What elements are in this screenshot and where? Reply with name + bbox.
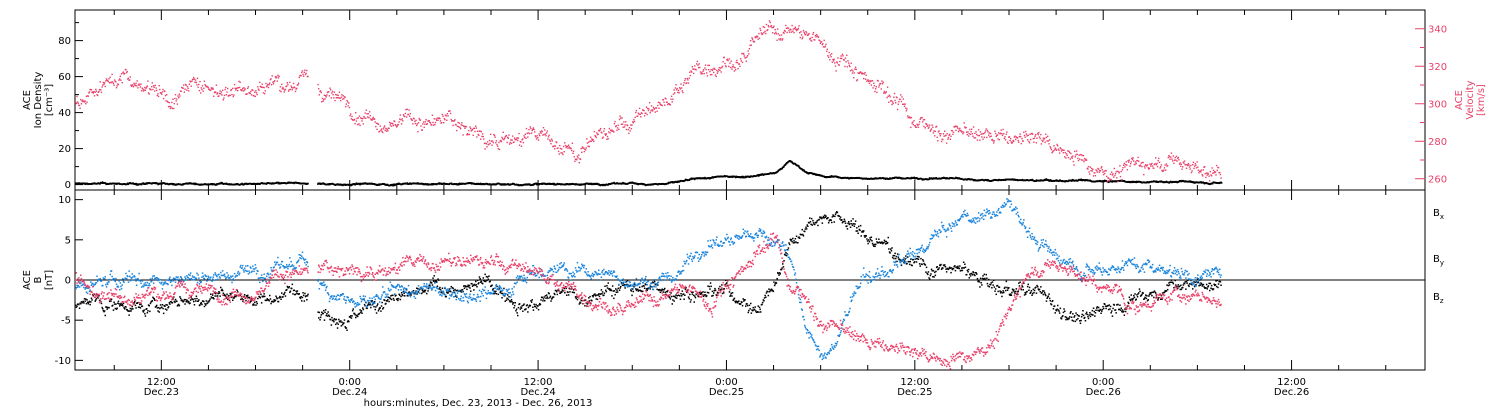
velocity-y-axis-label: [km/s] <box>1476 84 1487 116</box>
x-tick-time: 12:00 <box>1277 377 1306 388</box>
density-y-tick-label: 40 <box>58 108 71 119</box>
x-tick-time: 0:00 <box>338 377 360 388</box>
x-axis-label: hours:minutes, Dec. 23, 2013 - Dec. 26, … <box>364 398 593 409</box>
velocity-y-tick-label: 340 <box>1428 24 1447 35</box>
b-y-tick-label: -5 <box>61 316 71 327</box>
x-tick-day: Dec.26 <box>1086 387 1121 398</box>
b-y-tick-label: 10 <box>58 195 71 206</box>
x-tick-day: Dec.24 <box>520 387 555 398</box>
density-y-tick-label: 20 <box>58 144 71 155</box>
density-velocity-frame <box>74 9 1426 191</box>
density-y-axis-label: [cm⁻³] <box>44 84 55 116</box>
x-tick-time: 12:00 <box>147 377 176 388</box>
legend-by: By <box>1433 254 1444 267</box>
density-series <box>75 160 1223 187</box>
b-y-tick-label: -10 <box>55 356 71 367</box>
b-y-axis-label: B <box>33 276 44 283</box>
x-tick-time: 12:00 <box>524 377 553 388</box>
b-y-axis: -10 -5 0 5 10 ACE B [nT] <box>22 195 83 367</box>
magnetic-field-panel: -10 -5 0 5 10 ACE B [nT] Bx By Bz <box>22 189 1444 371</box>
velocity-series <box>75 20 1222 183</box>
b-legend: Bx By Bz <box>1433 208 1444 305</box>
bx-series <box>75 211 1222 331</box>
b-y-axis-label: [nT] <box>44 270 55 290</box>
b-y-axis-label: ACE <box>22 270 33 290</box>
density-y-axis-label: Ion Density <box>33 72 44 129</box>
density-y-tick-label: 80 <box>58 36 71 47</box>
legend-bz: Bz <box>1433 292 1444 305</box>
density-y-tick-label: 60 <box>58 72 71 83</box>
velocity-y-tick-label: 280 <box>1428 137 1447 148</box>
x-tick-day: Dec.25 <box>897 387 932 398</box>
x-tick-day: Dec.23 <box>144 387 179 398</box>
velocity-y-axis: 260 280 300 320 340 ACE Velocity [km/s] <box>1415 24 1487 185</box>
x-tick-time: 0:00 <box>715 377 737 388</box>
density-y-tick-label: 0 <box>65 180 71 191</box>
b-y-tick-label: 5 <box>65 235 71 246</box>
by-series <box>75 198 1222 361</box>
velocity-y-tick-label: 300 <box>1428 99 1447 110</box>
x-tick-time: 12:00 <box>900 377 929 388</box>
b-y-tick-label: 0 <box>65 276 71 287</box>
time-axis: 12:00Dec.230:00Dec.2412:00Dec.240:00Dec.… <box>113 10 1387 398</box>
x-tick-time: 0:00 <box>1092 377 1114 388</box>
x-tick-day: Dec.25 <box>709 387 744 398</box>
density-y-axis: 0 20 40 60 80 ACE Ion Density [cm⁻³] <box>22 22 83 191</box>
density-y-axis-label: ACE <box>22 90 33 110</box>
legend-bx: Bx <box>1433 208 1444 221</box>
x-tick-day: Dec.26 <box>1274 387 1309 398</box>
velocity-y-tick-label: 320 <box>1428 62 1447 73</box>
velocity-y-tick-label: 260 <box>1428 174 1447 185</box>
velocity-y-axis-label: Velocity <box>1465 80 1476 119</box>
x-tick-day: Dec.24 <box>332 387 367 398</box>
bz-series <box>75 232 1222 370</box>
velocity-y-axis-label: ACE <box>1454 90 1465 110</box>
